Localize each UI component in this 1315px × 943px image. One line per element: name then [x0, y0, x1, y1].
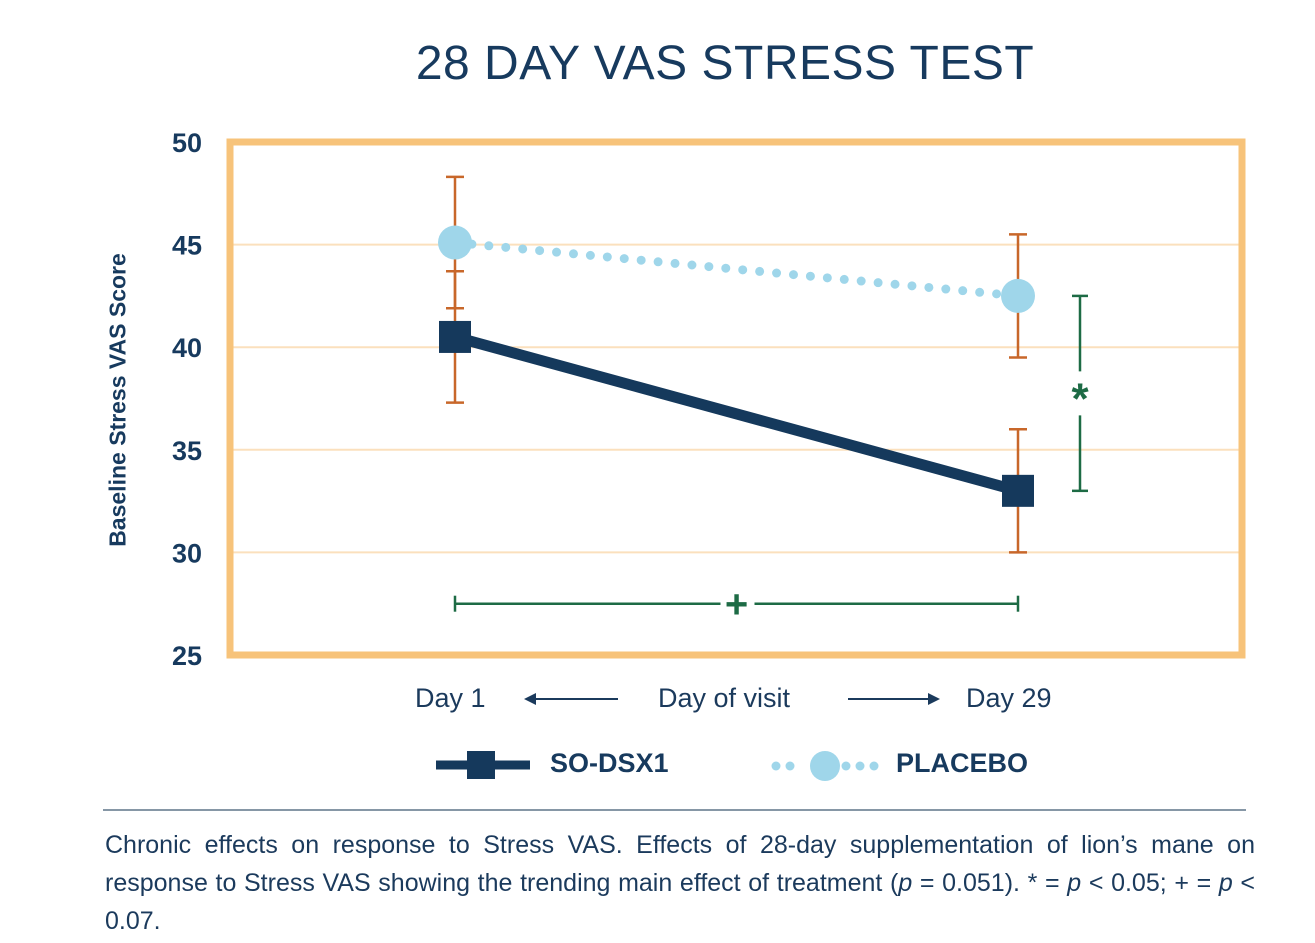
plot-frame — [226, 138, 1246, 659]
y-tick-label: 40 — [172, 333, 202, 363]
chart-title: 28 DAY VAS STRESS TEST — [415, 37, 1035, 90]
so-dsx1-line — [453, 331, 1020, 497]
y-tick-label: 25 — [172, 641, 202, 671]
arrow-right-icon — [928, 693, 940, 705]
significance-plus: + — [725, 583, 748, 627]
x-label-day1: Day 1 — [415, 683, 486, 713]
legend-swatch-placebo — [869, 761, 879, 771]
x-axis-label: Day of visit — [658, 683, 791, 713]
legend-swatch-so-dsx1 — [467, 751, 495, 779]
legend-swatch-placebo — [785, 761, 795, 771]
x-label-day29: Day 29 — [966, 683, 1052, 713]
placebo-line — [450, 238, 1023, 301]
caption: Chronic effects on response to Stress VA… — [105, 831, 1255, 935]
y-tick-label: 35 — [172, 436, 202, 466]
legend-swatch-placebo — [771, 761, 781, 771]
divider — [103, 809, 1246, 811]
y-tick-label: 50 — [172, 128, 202, 158]
so-dsx1-point — [1002, 474, 1034, 507]
legend-swatch-placebo — [841, 761, 851, 771]
legend-label-placebo: PLACEBO — [896, 748, 1029, 778]
significance-asterisk: * — [1071, 374, 1089, 423]
y-tick-label: 30 — [172, 538, 202, 568]
legend-swatch-placebo — [855, 761, 865, 771]
legend-swatch-placebo — [810, 751, 840, 781]
placebo-point — [1001, 278, 1035, 313]
placebo-point — [438, 225, 472, 260]
arrow-left-icon — [524, 693, 536, 705]
legend-label-so-dsx1: SO-DSX1 — [550, 748, 669, 778]
so-dsx1-point — [439, 320, 471, 353]
y-tick-label: 45 — [172, 231, 202, 261]
